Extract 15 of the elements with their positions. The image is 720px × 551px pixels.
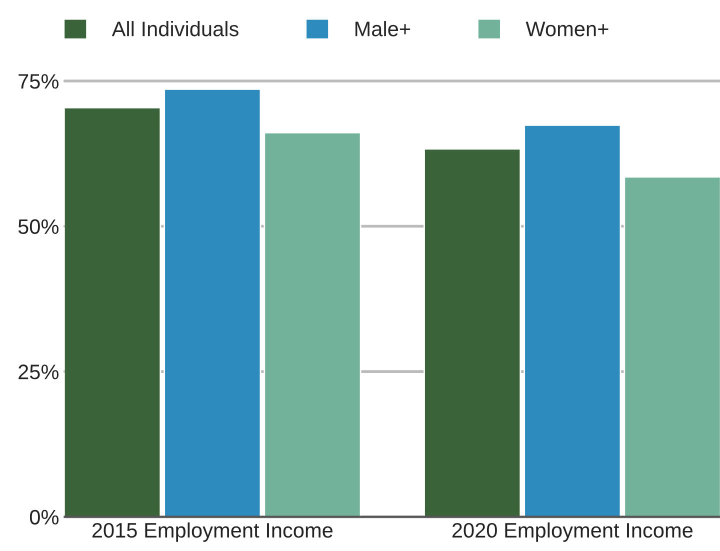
x-tick-label: 2020 Employment Income	[452, 522, 692, 542]
legend-label: Women+	[526, 22, 608, 36]
y-tick-label: 0%	[30, 510, 59, 525]
bar	[424, 148, 522, 517]
legend-label: Male+	[355, 21, 410, 36]
bar	[264, 132, 362, 517]
bar	[164, 88, 262, 517]
y-tick-label: 75%	[18, 74, 59, 89]
bar	[524, 124, 622, 517]
bar	[64, 107, 162, 517]
x-tick-label: 2015 Employment Income	[92, 522, 332, 542]
legend-label: All Individuals	[112, 21, 238, 36]
y-tick-label: 50%	[18, 219, 59, 234]
bar	[624, 176, 720, 517]
y-tick-label: 25%	[18, 364, 59, 380]
